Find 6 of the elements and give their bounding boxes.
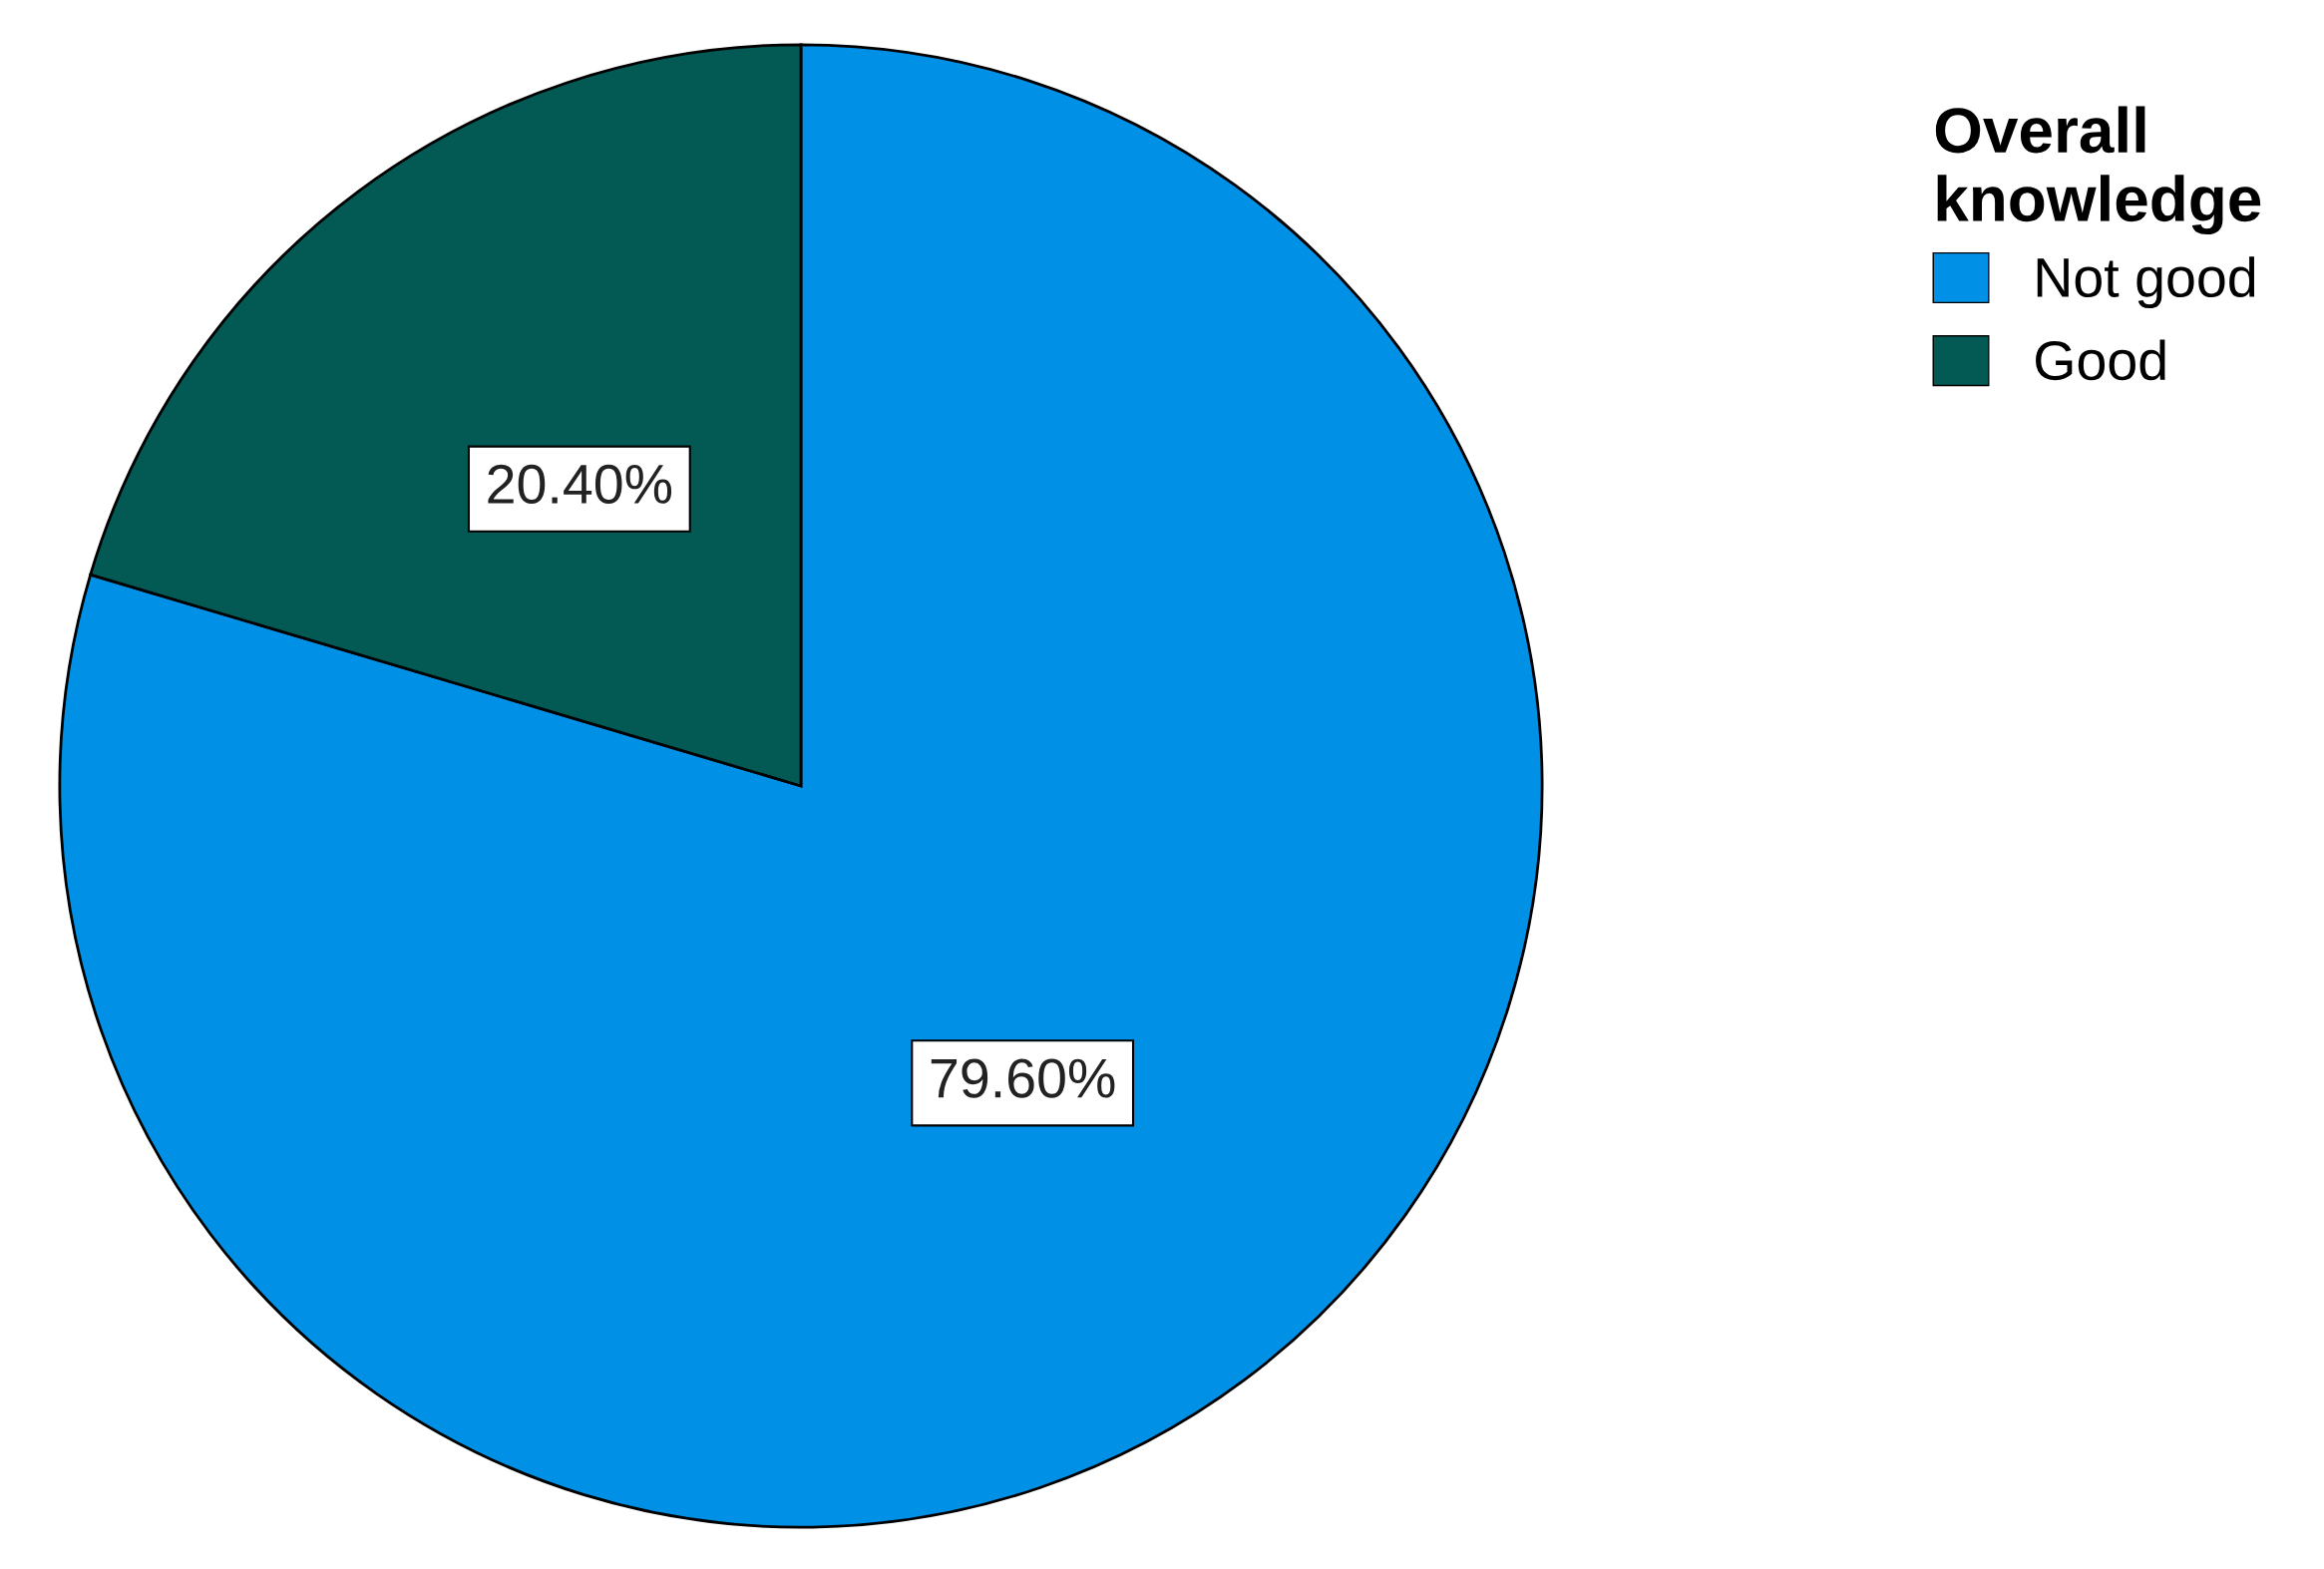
legend-label: Good (2036, 339, 2165, 381)
pie-slice (58, 43, 1544, 1529)
data-label: 79.60% (931, 1058, 1115, 1098)
legend-label: Not good (2037, 256, 2255, 309)
legend-title: Overall knowledge (1935, 106, 2261, 235)
data-label: 20.40% (488, 464, 672, 505)
